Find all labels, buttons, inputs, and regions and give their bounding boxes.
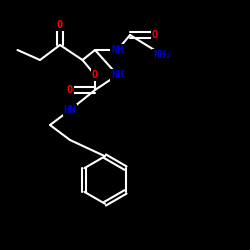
Text: O: O: [57, 20, 63, 30]
Text: O: O: [152, 30, 158, 40]
Text: NH: NH: [111, 45, 124, 55]
Text: NH: NH: [111, 70, 124, 80]
Text: NH₂: NH₂: [153, 50, 172, 60]
Text: HN: HN: [64, 105, 76, 115]
Text: O: O: [67, 85, 73, 95]
Text: O: O: [92, 70, 98, 80]
